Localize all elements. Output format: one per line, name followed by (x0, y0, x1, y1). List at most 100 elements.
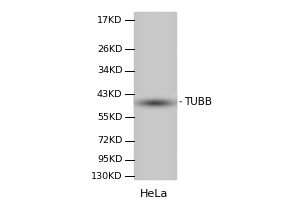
Bar (140, 169, 142, 171)
Bar (150, 21, 152, 22)
Bar (142, 68, 144, 70)
Bar (154, 83, 156, 85)
Bar (135, 144, 136, 146)
Bar (166, 144, 167, 146)
Bar (145, 133, 146, 135)
Bar (146, 101, 148, 102)
Bar (153, 126, 155, 128)
Bar (140, 97, 142, 98)
Bar (157, 107, 159, 108)
Bar (138, 14, 140, 15)
Bar (159, 100, 161, 102)
Bar (139, 32, 141, 33)
Bar (166, 98, 167, 99)
Bar (134, 158, 135, 160)
Bar (156, 30, 158, 32)
Bar (159, 78, 161, 79)
Bar (169, 122, 170, 124)
Bar (164, 62, 166, 64)
Bar (145, 165, 146, 167)
Bar (156, 162, 158, 164)
Bar (150, 44, 152, 46)
Bar (157, 36, 159, 38)
Bar (171, 121, 173, 122)
Bar (134, 50, 135, 51)
Bar (136, 62, 138, 64)
Bar (134, 171, 135, 172)
Bar (160, 67, 162, 68)
Bar (146, 161, 148, 163)
Bar (152, 165, 153, 167)
Bar (163, 67, 165, 68)
Bar (145, 108, 146, 109)
Bar (134, 103, 135, 104)
Bar (174, 90, 176, 92)
Bar (166, 71, 167, 72)
Bar (159, 51, 161, 53)
Bar (160, 161, 162, 163)
Bar (152, 21, 153, 22)
Bar (174, 99, 176, 100)
Bar (138, 55, 140, 57)
Bar (139, 58, 141, 60)
Bar (173, 140, 174, 142)
Bar (153, 69, 155, 71)
Bar (145, 129, 146, 131)
Bar (154, 111, 156, 113)
Bar (153, 143, 155, 145)
Bar (164, 154, 166, 156)
Bar (146, 40, 148, 42)
Bar (159, 75, 161, 77)
Bar (170, 26, 172, 28)
Bar (139, 175, 141, 177)
Bar (171, 139, 173, 140)
Bar (152, 69, 153, 71)
Bar (171, 107, 173, 108)
Bar (170, 135, 172, 136)
Bar (136, 101, 138, 102)
Bar (146, 94, 148, 96)
Bar (142, 172, 144, 174)
Bar (139, 149, 141, 150)
Bar (134, 167, 135, 168)
Bar (167, 57, 169, 58)
Bar (163, 64, 165, 65)
Bar (143, 95, 145, 96)
Bar (143, 149, 145, 150)
Bar (142, 18, 144, 20)
Bar (174, 22, 176, 24)
Bar (163, 97, 165, 98)
Bar (156, 96, 158, 97)
Bar (173, 37, 174, 39)
Bar (153, 139, 155, 140)
Bar (139, 164, 141, 165)
Bar (154, 154, 156, 156)
Bar (152, 132, 153, 133)
Bar (149, 95, 151, 96)
Bar (156, 107, 158, 108)
Bar (134, 98, 135, 99)
Bar (170, 25, 172, 26)
Bar (161, 60, 163, 61)
Bar (146, 22, 148, 24)
Bar (174, 146, 176, 147)
Bar (148, 95, 149, 96)
Bar (170, 100, 172, 101)
Bar (143, 121, 145, 122)
Bar (170, 89, 172, 90)
Bar (169, 153, 170, 154)
Bar (170, 14, 172, 15)
Bar (154, 37, 156, 39)
Bar (150, 176, 152, 178)
Bar (139, 102, 141, 103)
Bar (135, 79, 136, 81)
Bar (148, 62, 149, 64)
Bar (152, 162, 153, 164)
Bar (170, 46, 172, 47)
Bar (166, 160, 167, 161)
Bar (174, 26, 176, 28)
Bar (140, 95, 142, 96)
Bar (164, 58, 166, 60)
Bar (174, 172, 176, 174)
Bar (166, 102, 167, 103)
